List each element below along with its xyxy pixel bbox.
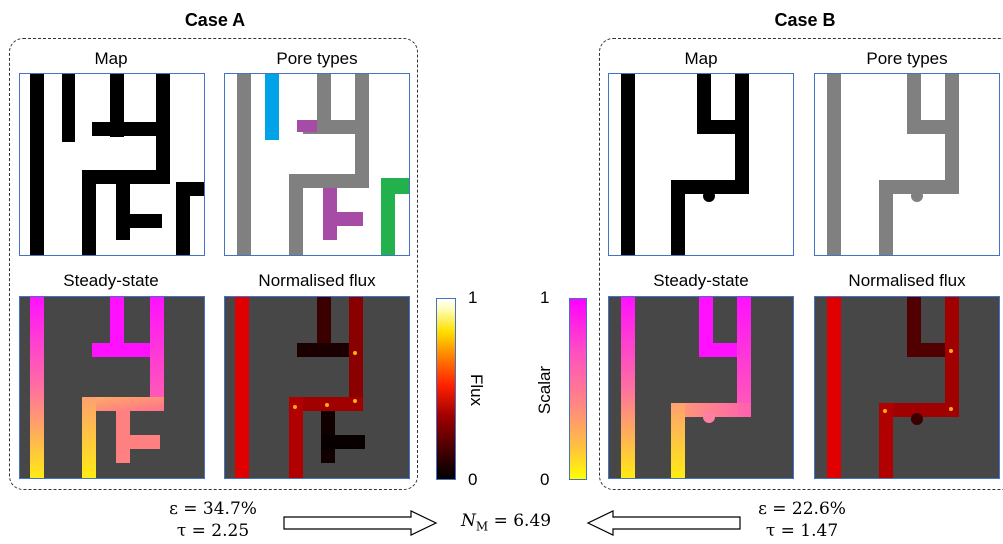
- case-a-map-panel: [19, 73, 205, 256]
- case-b-frame: [599, 38, 1003, 490]
- case-b-normalised-flux-label: Normalised flux: [848, 271, 966, 290]
- case-a-frame: [9, 38, 418, 490]
- flux-colorbar: [436, 298, 456, 480]
- scalar-colorbar-label: Scalar: [535, 365, 554, 415]
- case-b-map-label: Map: [684, 49, 718, 68]
- case-a-normalised-flux-image: [225, 297, 409, 478]
- scalar-colorbar: [569, 298, 587, 480]
- case-a-tau: τ = 2.25: [176, 521, 250, 541]
- case-b-epsilon: ε = 22.6%: [758, 499, 846, 519]
- case-b-map-image: [609, 74, 793, 255]
- arrow-right-icon: [283, 510, 438, 536]
- case-b-steady-state-panel: [608, 296, 794, 479]
- case-a-steady-state-panel: [19, 296, 205, 479]
- case-a-pore-types-label: Pore types: [276, 49, 358, 68]
- scalar-colorbar-min: 0: [540, 470, 550, 489]
- nm-subscript: M: [475, 519, 489, 534]
- arrow-left-icon: [586, 510, 741, 536]
- flux-colorbar-max: 1: [468, 288, 478, 307]
- case-b-steady-state-image: [609, 297, 793, 478]
- case-a-pore-types-image: [225, 74, 409, 255]
- case-b-tau: τ = 1.47: [765, 521, 839, 541]
- case-a-pore-types-panel: [224, 73, 410, 256]
- scalar-colorbar-max: 1: [540, 288, 550, 307]
- case-a-map-label: Map: [94, 49, 128, 68]
- case-b-normalised-flux-panel: [814, 296, 1000, 479]
- case-b-pore-types-panel: [814, 73, 1000, 256]
- case-b-pore-types-image: [815, 74, 999, 255]
- case-b-map-panel: [608, 73, 794, 256]
- case-b-normalised-flux-image: [815, 297, 999, 478]
- case-b-title: Case B: [774, 10, 836, 30]
- flux-colorbar-label: Flux: [467, 373, 486, 407]
- flux-colorbar-min: 0: [468, 470, 478, 489]
- case-a-normalised-flux-label: Normalised flux: [258, 271, 376, 290]
- nm-value: NM = 6.49: [461, 511, 551, 533]
- case-a-steady-state-label: Steady-state: [63, 271, 159, 290]
- case-a-title: Case A: [184, 10, 246, 30]
- case-a-steady-state-image: [20, 297, 204, 478]
- case-a-epsilon: ε = 34.7%: [169, 499, 257, 519]
- nm-number: = 6.49: [488, 511, 552, 531]
- nm-symbol: N: [461, 511, 476, 531]
- case-b-pore-types-label: Pore types: [866, 49, 948, 68]
- case-b-steady-state-label: Steady-state: [653, 271, 749, 290]
- case-a-normalised-flux-panel: [224, 296, 410, 479]
- case-a-map-image: [20, 74, 204, 255]
